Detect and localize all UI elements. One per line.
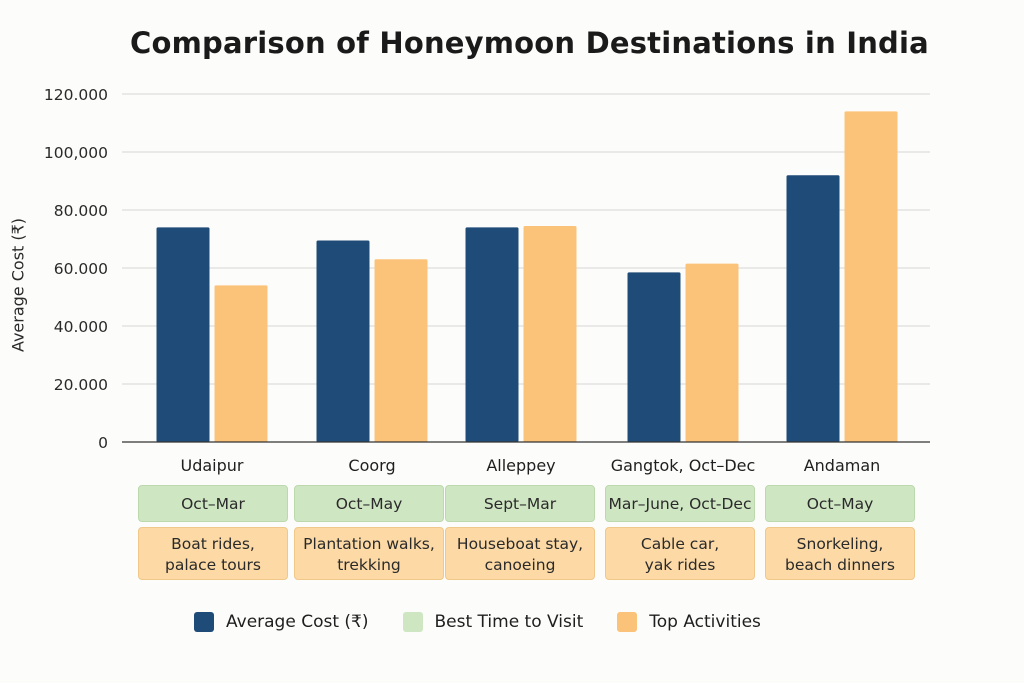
legend-label-activities: Top Activities <box>649 612 761 632</box>
activities-box: Plantation walks, trekking <box>294 527 444 580</box>
activity-line: Plantation walks, <box>303 535 435 553</box>
activities-box: Cable car, yak rides <box>605 527 755 580</box>
y-tick-label: 100,000 <box>44 144 108 162</box>
activity-line: yak rides <box>644 556 716 574</box>
y-tick-label: 20.000 <box>54 376 108 394</box>
activities-box: Boat rides, palace tours <box>138 527 288 580</box>
activity-line: Houseboat stay, <box>456 535 584 553</box>
y-tick-labels: 0 20.000 40.000 60.000 80.000 100,000 120.000 <box>44 86 108 452</box>
best-time-box: Sept–Mar <box>445 485 595 522</box>
activity-line: Cable car, <box>640 535 720 553</box>
activities-box: Snorkeling, beach dinners <box>765 527 915 580</box>
y-tick-label: 0 <box>98 434 108 452</box>
chart-title: Comparison of Honeymoon Destinations in … <box>130 26 929 60</box>
bar-top-activities <box>844 111 898 443</box>
legend-item-cost: Average Cost (₹) <box>194 612 369 632</box>
bar-average-cost <box>627 272 681 442</box>
category-label: Coorg <box>348 456 396 475</box>
bar-average-cost <box>786 175 840 442</box>
activity-line: palace tours <box>165 556 261 574</box>
bar-average-cost <box>465 227 519 442</box>
bar-top-activities <box>214 285 268 442</box>
activity-line: beach dinners <box>785 556 895 574</box>
legend-swatch-activities <box>617 612 638 632</box>
bar-top-activities <box>374 259 428 442</box>
category-label: Andaman <box>803 456 881 475</box>
legend-item-best-time: Best Time to Visit <box>402 612 584 632</box>
legend-item-activities: Top Activities <box>617 612 761 632</box>
activity-line: Boat rides, <box>171 535 255 553</box>
y-tick-label: 40.000 <box>54 318 108 336</box>
y-tick-label: 60.000 <box>54 260 108 278</box>
activity-line: trekking <box>337 556 401 574</box>
legend-label-best-time: Best Time to Visit <box>434 612 584 632</box>
y-tick-label: 120.000 <box>44 86 108 104</box>
activity-line: canoeing <box>484 556 556 574</box>
bar-average-cost <box>316 240 370 442</box>
category-label: Udaipur <box>180 456 244 475</box>
best-time-box: Oct–Mar <box>138 485 288 522</box>
bar-top-activities <box>685 263 739 442</box>
best-time-box: Oct–May <box>294 485 444 522</box>
legend-label-cost: Average Cost (₹) <box>226 612 369 632</box>
category-label: Alleppey <box>486 456 556 475</box>
best-time-box: Oct–May <box>765 485 915 522</box>
bar-average-cost <box>156 227 210 442</box>
best-time-box: Mar–June, Oct-Dec <box>605 485 755 522</box>
bars <box>156 111 898 443</box>
legend-swatch-cost <box>194 612 214 632</box>
bar-top-activities <box>523 225 577 442</box>
activity-line: Snorkeling, <box>796 535 884 553</box>
category-label: Gangtok, Oct–Dec <box>610 456 756 475</box>
legend-swatch-best-time <box>402 612 423 632</box>
y-tick-label: 80.000 <box>54 202 108 220</box>
legend: Average Cost (₹) Best Time to Visit Top … <box>194 612 795 632</box>
activities-box: Houseboat stay, canoeing <box>445 527 595 580</box>
